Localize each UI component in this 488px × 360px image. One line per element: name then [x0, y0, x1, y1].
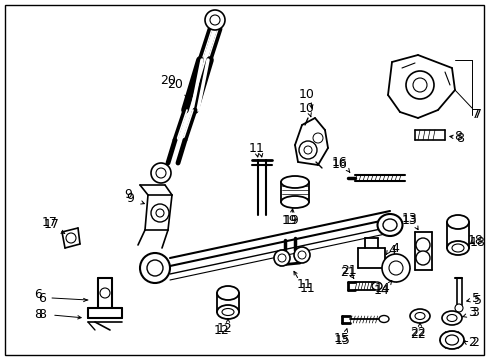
Text: 5: 5 [473, 293, 481, 306]
Circle shape [100, 288, 110, 298]
Text: 16: 16 [331, 156, 347, 168]
Ellipse shape [446, 315, 456, 321]
Ellipse shape [446, 215, 468, 229]
Text: 3: 3 [470, 306, 478, 320]
Ellipse shape [439, 331, 463, 349]
Text: 9: 9 [126, 192, 134, 204]
Text: 21: 21 [340, 266, 355, 279]
Circle shape [415, 251, 429, 265]
Text: 22: 22 [409, 328, 425, 341]
Ellipse shape [281, 176, 308, 188]
Text: 1: 1 [256, 141, 264, 154]
Text: 14: 14 [374, 282, 390, 294]
Circle shape [66, 233, 76, 243]
Text: 12: 12 [214, 324, 229, 337]
Circle shape [405, 71, 433, 99]
Circle shape [297, 251, 305, 259]
Ellipse shape [222, 309, 234, 315]
Text: 20: 20 [167, 78, 183, 91]
Circle shape [454, 304, 462, 312]
Text: 17: 17 [44, 219, 60, 231]
Text: 19: 19 [282, 213, 297, 226]
Text: 8: 8 [455, 131, 463, 144]
Text: 20: 20 [160, 73, 176, 86]
Text: 15: 15 [333, 332, 349, 345]
Text: 6: 6 [38, 292, 46, 305]
Circle shape [412, 78, 426, 92]
Circle shape [209, 15, 220, 25]
Text: 10: 10 [299, 102, 314, 114]
Circle shape [415, 238, 429, 252]
Circle shape [312, 133, 323, 143]
Text: 12: 12 [217, 321, 232, 334]
Circle shape [156, 209, 163, 217]
Text: 17: 17 [42, 216, 58, 229]
Circle shape [147, 260, 163, 276]
Ellipse shape [446, 241, 468, 255]
Text: 2: 2 [470, 336, 478, 348]
Circle shape [273, 250, 289, 266]
Text: 16: 16 [331, 158, 347, 171]
Text: 8: 8 [34, 309, 42, 321]
Text: 2: 2 [467, 336, 475, 348]
Text: 8: 8 [38, 309, 46, 321]
Text: 11: 11 [297, 279, 312, 292]
Circle shape [156, 168, 165, 178]
Text: 7: 7 [471, 108, 479, 122]
Text: 3: 3 [467, 306, 475, 319]
Ellipse shape [451, 244, 463, 252]
Circle shape [278, 254, 285, 262]
Ellipse shape [217, 286, 239, 300]
Ellipse shape [281, 196, 308, 208]
Text: 13: 13 [401, 213, 417, 226]
Text: 13: 13 [401, 211, 417, 225]
Text: 10: 10 [299, 89, 314, 102]
Circle shape [388, 261, 402, 275]
Ellipse shape [445, 335, 458, 345]
Ellipse shape [377, 214, 402, 236]
Text: 11: 11 [300, 282, 315, 294]
Text: 19: 19 [284, 213, 299, 226]
Text: 4: 4 [390, 242, 398, 255]
Circle shape [204, 10, 224, 30]
Text: 6: 6 [34, 288, 42, 302]
Ellipse shape [217, 305, 239, 319]
Circle shape [381, 254, 409, 282]
Text: 18: 18 [467, 234, 483, 247]
Text: 14: 14 [373, 284, 389, 297]
Ellipse shape [371, 282, 381, 290]
Ellipse shape [382, 219, 396, 231]
Circle shape [140, 253, 170, 283]
Ellipse shape [441, 311, 461, 325]
Ellipse shape [409, 309, 429, 323]
Text: 9: 9 [124, 189, 132, 202]
Text: 22: 22 [409, 325, 425, 338]
Text: 18: 18 [469, 235, 485, 248]
Text: 7: 7 [473, 108, 481, 122]
Ellipse shape [378, 315, 388, 323]
Text: 8: 8 [453, 130, 461, 144]
Text: 4: 4 [387, 243, 395, 256]
Text: 21: 21 [341, 264, 356, 276]
Text: 1: 1 [248, 141, 256, 154]
Text: 15: 15 [334, 333, 350, 346]
Circle shape [304, 146, 311, 154]
Circle shape [293, 247, 309, 263]
Circle shape [298, 141, 316, 159]
Circle shape [151, 163, 171, 183]
Ellipse shape [414, 312, 424, 320]
Circle shape [151, 204, 169, 222]
Text: 5: 5 [471, 292, 479, 305]
